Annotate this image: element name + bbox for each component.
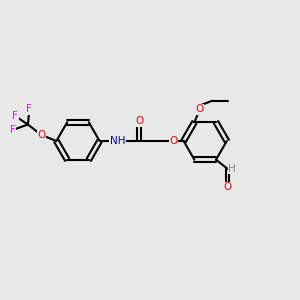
Text: O: O bbox=[135, 116, 143, 126]
Text: O: O bbox=[37, 130, 46, 140]
Text: O: O bbox=[196, 104, 204, 114]
Text: O: O bbox=[169, 136, 178, 146]
Text: O: O bbox=[223, 182, 232, 192]
Text: NH: NH bbox=[110, 136, 125, 146]
Text: F: F bbox=[10, 125, 16, 135]
Text: H: H bbox=[228, 164, 236, 174]
Text: F: F bbox=[12, 111, 18, 121]
Text: F: F bbox=[26, 104, 32, 115]
